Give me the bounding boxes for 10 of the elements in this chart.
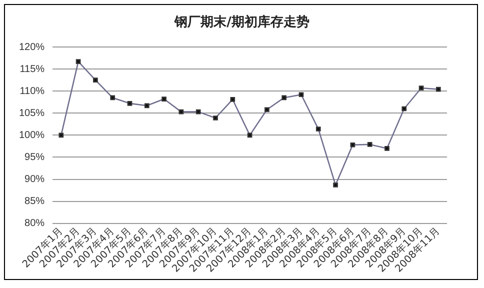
- y-tick-label: 105%: [19, 108, 45, 119]
- y-tick-label: 95%: [24, 152, 45, 163]
- y-tick-label: 85%: [24, 196, 45, 208]
- y-tick-label: 80%: [24, 218, 45, 230]
- y-tick-label: 90%: [24, 174, 45, 186]
- y-tick-label: 100%: [19, 130, 45, 141]
- y-tick-label: 110%: [20, 86, 45, 97]
- y-tick-label: 115%: [20, 64, 45, 75]
- y-tick-label: 120%: [19, 42, 45, 53]
- chart-title: 钢厂期末/期初库存走势: [173, 14, 310, 31]
